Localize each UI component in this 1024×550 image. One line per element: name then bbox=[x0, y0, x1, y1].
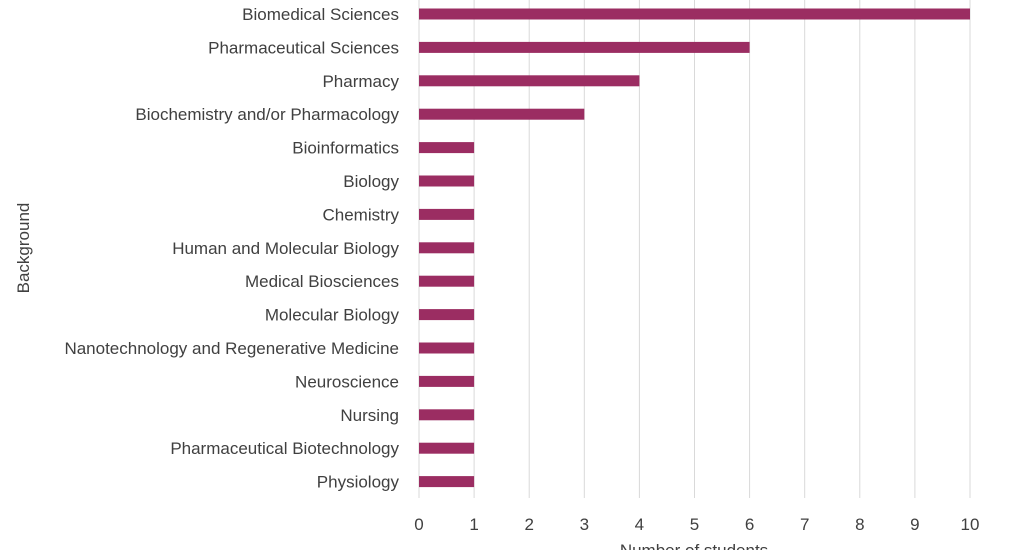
x-tick-label: 3 bbox=[580, 515, 589, 534]
category-label: Chemistry bbox=[322, 205, 399, 224]
category-label: Pharmaceutical Sciences bbox=[208, 38, 399, 57]
category-label: Medical Biosciences bbox=[245, 272, 399, 291]
bar bbox=[419, 342, 475, 354]
bar bbox=[419, 41, 750, 53]
bar bbox=[419, 242, 475, 254]
category-label: Pharmaceutical Biotechnology bbox=[170, 439, 399, 458]
category-label: Bioinformatics bbox=[292, 139, 399, 158]
y-axis-title: Background bbox=[14, 203, 33, 294]
bar bbox=[419, 142, 475, 154]
x-tick-label: 8 bbox=[855, 515, 864, 534]
category-labels: Biomedical Sciences Pharmaceutical Scienc… bbox=[64, 5, 399, 492]
bar bbox=[419, 476, 475, 488]
bar bbox=[419, 175, 475, 187]
x-tick-label: 7 bbox=[800, 515, 809, 534]
x-tick-labels: 0 1 2 3 4 5 6 7 8 9 10 bbox=[414, 515, 979, 534]
bar bbox=[419, 375, 475, 387]
category-label: Biomedical Sciences bbox=[242, 5, 399, 24]
category-label: Neuroscience bbox=[295, 372, 399, 391]
x-tick-label: 0 bbox=[414, 515, 423, 534]
bar bbox=[419, 75, 640, 87]
category-label: Biology bbox=[343, 172, 399, 191]
category-label: Pharmacy bbox=[322, 72, 399, 91]
bar bbox=[419, 442, 475, 454]
x-axis-title: Number of students bbox=[620, 541, 768, 550]
category-label: Nanotechnology and Regenerative Medicine bbox=[64, 339, 399, 358]
x-tick-label: 1 bbox=[469, 515, 478, 534]
category-label: Nursing bbox=[340, 406, 399, 425]
bar bbox=[419, 8, 970, 20]
x-tick-label: 9 bbox=[910, 515, 919, 534]
category-label: Human and Molecular Biology bbox=[172, 239, 399, 258]
x-tick-label: 4 bbox=[635, 515, 644, 534]
category-label: Molecular Biology bbox=[265, 306, 400, 325]
x-tick-label: 6 bbox=[745, 515, 754, 534]
bar bbox=[419, 275, 475, 287]
x-tick-label: 2 bbox=[524, 515, 533, 534]
bar bbox=[419, 309, 475, 321]
gridlines bbox=[418, 0, 971, 498]
bar bbox=[419, 108, 585, 120]
category-label: Physiology bbox=[317, 473, 400, 492]
category-label: Biochemistry and/or Pharmacology bbox=[135, 105, 399, 124]
bar bbox=[419, 409, 475, 421]
x-tick-label: 5 bbox=[690, 515, 699, 534]
bar bbox=[419, 208, 475, 220]
bars bbox=[419, 8, 970, 488]
x-tick-label: 10 bbox=[961, 515, 980, 534]
